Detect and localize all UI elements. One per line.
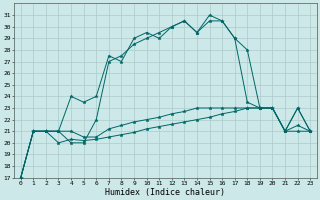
- X-axis label: Humidex (Indice chaleur): Humidex (Indice chaleur): [106, 188, 226, 197]
